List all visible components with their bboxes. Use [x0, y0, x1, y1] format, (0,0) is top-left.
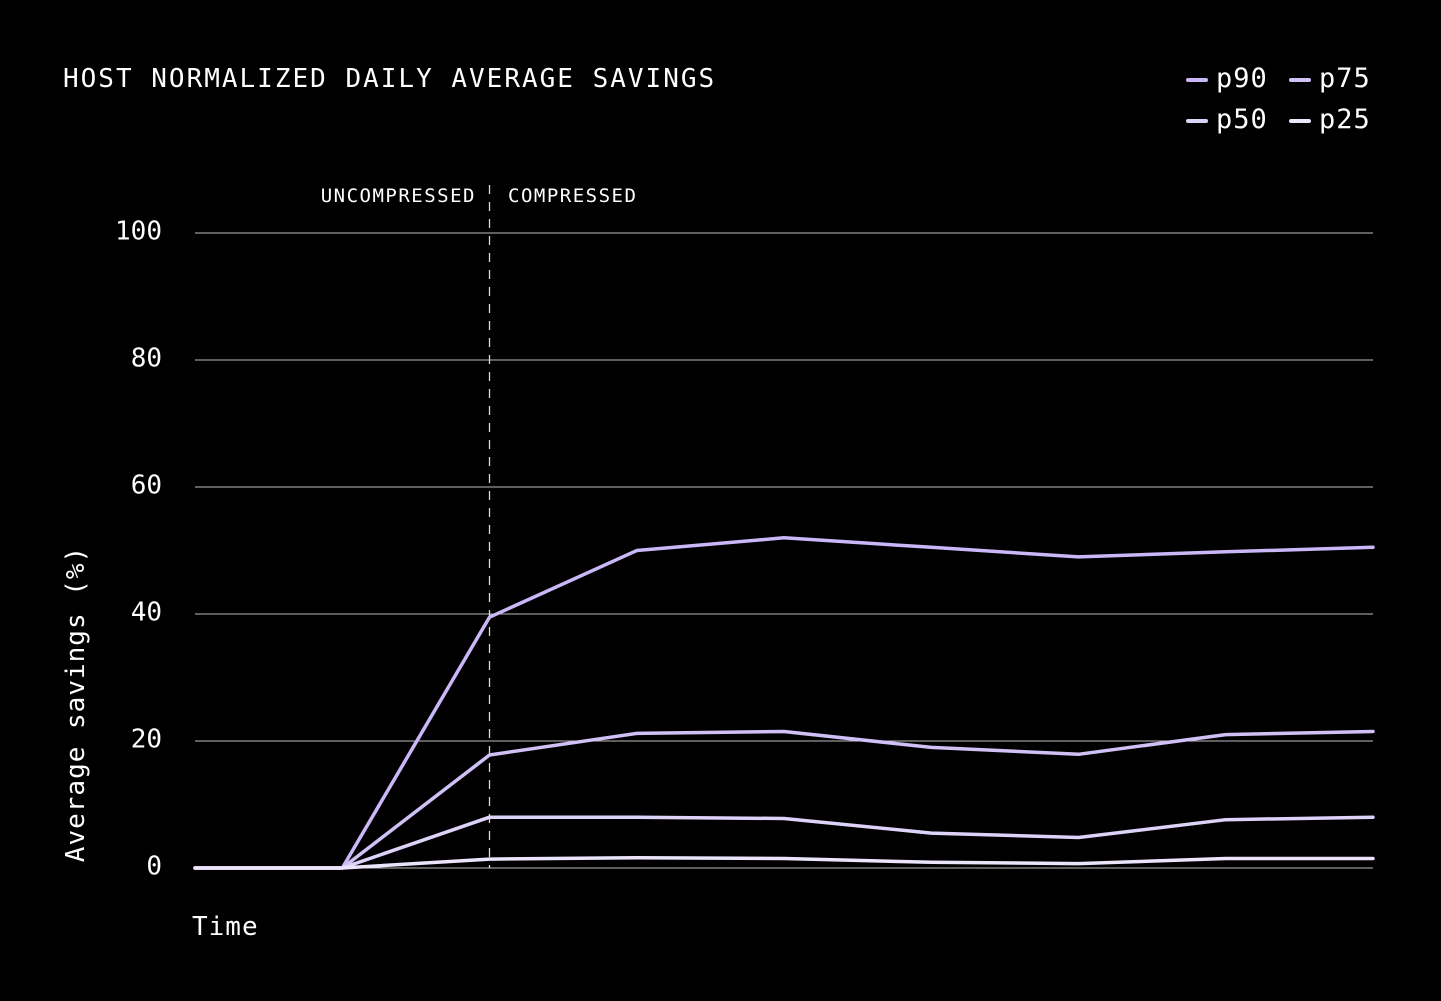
chart-title: HOST NORMALIZED DAILY AVERAGE SAVINGS [63, 64, 716, 94]
region-label-uncompressed: UNCOMPRESSED [321, 185, 476, 207]
y-tick-label-0: 0 [146, 852, 162, 882]
legend-item-p90[interactable]: p90 [1186, 63, 1268, 94]
y-tick-label-80: 80 [131, 344, 162, 374]
series-line-p50[interactable] [193, 815, 1375, 870]
legend: p90 p75 p50 p25 [1186, 63, 1371, 135]
y-axis-ticks: 0 20 40 60 80 100 [115, 217, 162, 882]
series-line-p90[interactable] [193, 536, 1375, 870]
series-line-p75[interactable] [193, 729, 1375, 870]
legend-label-p90: p90 [1216, 63, 1268, 94]
series-line-p25[interactable] [193, 856, 1375, 870]
x-axis-label: Time [192, 912, 259, 942]
grid [195, 232, 1373, 869]
y-tick-label-60: 60 [131, 471, 162, 501]
y-tick-label-20: 20 [131, 725, 162, 755]
legend-label-p75: p75 [1319, 63, 1371, 94]
legend-label-p25: p25 [1319, 104, 1371, 135]
legend-item-p25[interactable]: p25 [1289, 104, 1371, 135]
legend-label-p50: p50 [1216, 104, 1268, 135]
series-lines [193, 536, 1375, 870]
region-label-compressed: COMPRESSED [508, 185, 637, 207]
y-axis-label: Average savings (%) [61, 546, 91, 862]
y-tick-label-100: 100 [115, 217, 162, 247]
legend-item-p50[interactable]: p50 [1186, 104, 1268, 135]
y-tick-label-40: 40 [131, 598, 162, 628]
legend-item-p75[interactable]: p75 [1289, 63, 1371, 94]
